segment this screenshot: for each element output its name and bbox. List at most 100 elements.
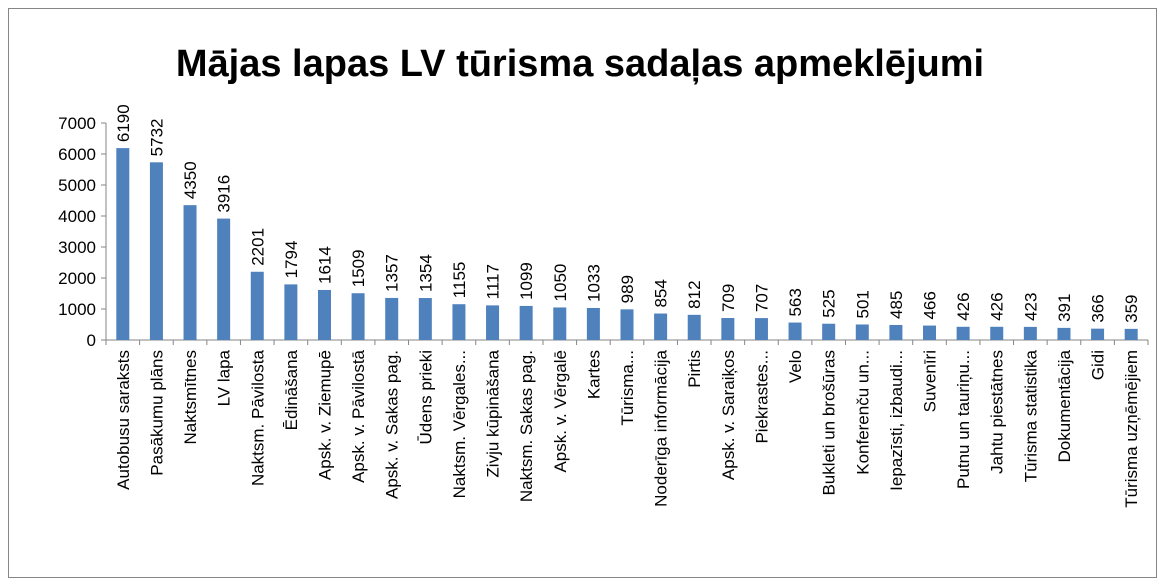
value-label: 3916 bbox=[215, 175, 234, 213]
x-tick-label: Tūrisma... bbox=[618, 350, 637, 426]
value-label: 2201 bbox=[248, 228, 267, 266]
x-tick-label: Naktsm. Sakas pag. bbox=[517, 350, 536, 502]
x-tick-label: Noderīga informācija bbox=[652, 349, 671, 506]
x-tick-label: Apsk. v. Vērgalē bbox=[551, 350, 570, 473]
x-tick-label: Velo bbox=[786, 350, 805, 383]
x-tick-label: Iepazīsti, izbaudi... bbox=[887, 350, 906, 491]
x-tick-label: Kartes bbox=[584, 350, 603, 399]
value-label: 854 bbox=[652, 279, 671, 307]
y-tick-label: 4000 bbox=[58, 207, 96, 226]
bar bbox=[990, 326, 1004, 340]
x-tick-label: Apsk. v. Sakas pag. bbox=[383, 350, 402, 499]
bar bbox=[116, 148, 130, 340]
value-label: 707 bbox=[752, 284, 771, 312]
x-tick-label: Naktsm. Pāvilosta bbox=[248, 349, 267, 486]
value-label: 709 bbox=[719, 284, 738, 312]
x-tick-label: Autobusu saraksts bbox=[114, 350, 133, 490]
value-label: 423 bbox=[1021, 293, 1040, 321]
value-label: 1155 bbox=[450, 262, 469, 299]
x-tick-label: Tūrisma statistika bbox=[1021, 349, 1040, 482]
value-label: 485 bbox=[887, 291, 906, 319]
value-label: 563 bbox=[786, 288, 805, 316]
bar bbox=[418, 298, 432, 340]
bar bbox=[452, 304, 466, 340]
bar bbox=[385, 297, 399, 340]
bar bbox=[1023, 326, 1037, 340]
bar bbox=[586, 307, 600, 340]
value-label: 1614 bbox=[315, 246, 334, 284]
bar bbox=[754, 318, 768, 340]
x-tick-label: Gidi bbox=[1089, 350, 1108, 380]
value-label: 1794 bbox=[282, 241, 301, 279]
x-tick-label: Jahtu piestātnes bbox=[988, 350, 1007, 474]
y-tick-label: 7000 bbox=[58, 114, 96, 133]
bar bbox=[654, 313, 668, 340]
bar bbox=[620, 309, 634, 340]
value-label: 1033 bbox=[584, 264, 603, 302]
bar bbox=[822, 323, 836, 340]
x-tick-label: Naktsmītnes bbox=[181, 350, 200, 444]
bar bbox=[519, 305, 533, 340]
bar bbox=[217, 218, 231, 340]
value-label: 1357 bbox=[383, 254, 402, 292]
x-tick-label: Putnu un tauriņu... bbox=[954, 350, 973, 489]
value-label: 5732 bbox=[147, 118, 166, 156]
x-tick-label: Pasākumu plāns bbox=[147, 350, 166, 476]
value-label: 525 bbox=[820, 289, 839, 317]
bar bbox=[1091, 328, 1105, 340]
bar bbox=[855, 324, 869, 340]
bar bbox=[721, 318, 735, 340]
bar bbox=[788, 322, 802, 340]
value-label: 1050 bbox=[551, 264, 570, 302]
bar bbox=[687, 314, 701, 340]
x-tick-label: Dokumentācija bbox=[1055, 349, 1074, 462]
value-label: 1099 bbox=[517, 262, 536, 300]
x-tick-label: Apsk. v. Pāvilostā bbox=[349, 349, 368, 482]
x-tick-label: Zivju kūpināšana bbox=[484, 349, 503, 477]
value-label: 812 bbox=[685, 280, 704, 308]
bar bbox=[1057, 327, 1071, 340]
value-label: 501 bbox=[853, 290, 872, 318]
x-tick-label: Ēdināšana bbox=[282, 349, 301, 430]
y-tick-label: 6000 bbox=[58, 145, 96, 164]
bar bbox=[317, 289, 331, 340]
value-label: 6190 bbox=[114, 104, 133, 142]
bar bbox=[889, 324, 903, 340]
chart-title: Mājas lapas LV tūrisma sadaļas apmeklēju… bbox=[176, 43, 984, 85]
value-label: 989 bbox=[618, 275, 637, 303]
x-tick-label: Apsk. v. Saraiķos bbox=[719, 350, 738, 480]
value-label: 1354 bbox=[416, 254, 435, 292]
x-tick-label: Piekrastes... bbox=[752, 350, 771, 444]
x-tick-label: Apsk. v. Ziemupē bbox=[315, 350, 334, 480]
value-label: 426 bbox=[988, 292, 1007, 320]
bar bbox=[351, 293, 365, 340]
value-label: 391 bbox=[1055, 294, 1074, 322]
chart-frame bbox=[8, 8, 1157, 578]
y-tick-label: 3000 bbox=[58, 238, 96, 257]
bar bbox=[250, 271, 264, 340]
x-tick-label: Bukleti un brošūras bbox=[820, 350, 839, 496]
bar bbox=[923, 325, 937, 340]
value-label: 426 bbox=[954, 292, 973, 320]
x-tick-label: Pirtis bbox=[685, 350, 704, 388]
x-tick-label: Tūrisma uzņēmējiem bbox=[1122, 350, 1141, 508]
x-tick-label: LV lapa bbox=[215, 349, 234, 406]
x-tick-label: Ūdens prieki bbox=[416, 350, 435, 445]
bar bbox=[1124, 328, 1138, 340]
value-label: 1117 bbox=[484, 264, 503, 299]
value-label: 4350 bbox=[181, 161, 200, 199]
value-label: 466 bbox=[921, 291, 940, 319]
bar bbox=[183, 205, 197, 340]
y-tick-label: 2000 bbox=[58, 269, 96, 288]
bar bbox=[149, 162, 163, 340]
value-label: 359 bbox=[1122, 294, 1141, 322]
bar bbox=[956, 326, 970, 340]
x-tick-label: Suvenīri bbox=[921, 350, 940, 412]
bar bbox=[486, 305, 500, 340]
bar bbox=[553, 307, 567, 340]
value-label: 366 bbox=[1089, 294, 1108, 322]
x-tick-label: Konferenču un... bbox=[853, 350, 872, 475]
y-tick-label: 1000 bbox=[58, 300, 96, 319]
y-tick-label: 5000 bbox=[58, 176, 96, 195]
